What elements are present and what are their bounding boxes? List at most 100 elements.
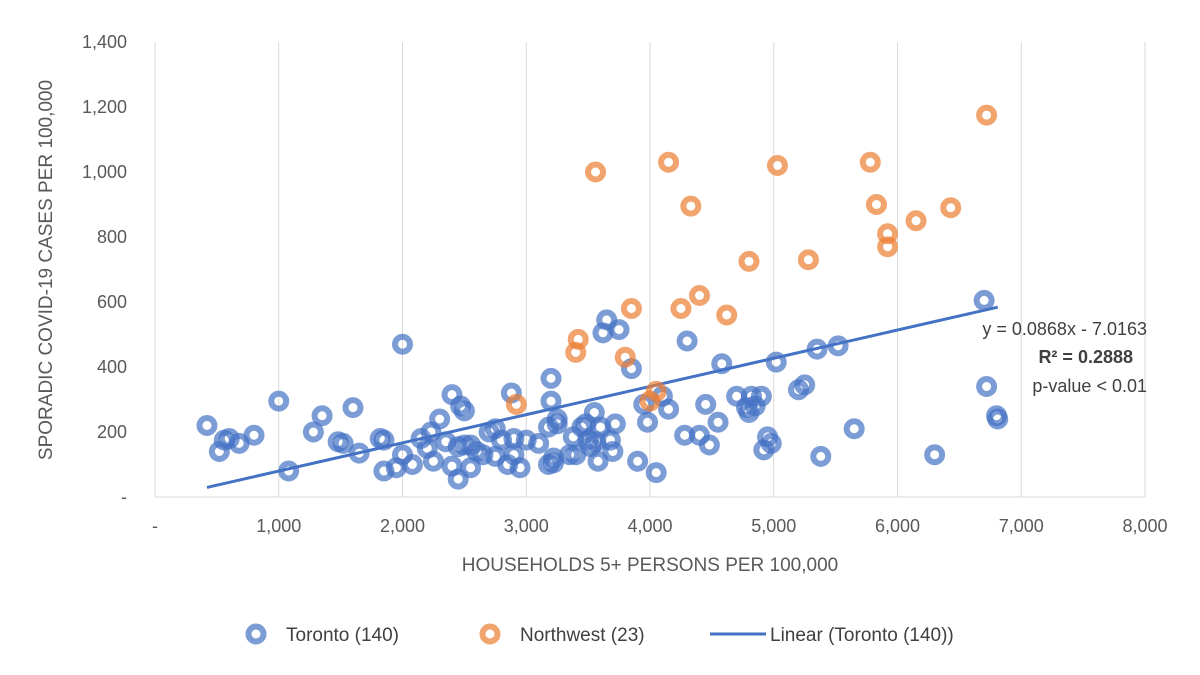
data-point bbox=[608, 319, 630, 341]
data-point bbox=[766, 155, 788, 176]
data-point bbox=[865, 194, 887, 215]
data-point bbox=[645, 380, 667, 402]
x-tick-label: 7,000 bbox=[999, 516, 1044, 536]
data-point bbox=[680, 195, 702, 217]
data-point bbox=[401, 454, 423, 475]
data-point bbox=[976, 104, 998, 126]
data-point bbox=[342, 397, 364, 419]
data-point bbox=[565, 444, 587, 466]
data-point bbox=[976, 376, 998, 397]
y-tick-labels: - 200 400 600 800 1,000 1,200 1,400 bbox=[82, 32, 127, 507]
data-point bbox=[750, 385, 772, 407]
data-point bbox=[540, 390, 562, 412]
data-point bbox=[645, 462, 667, 484]
y-tick-label: 600 bbox=[97, 292, 127, 312]
data-point bbox=[268, 390, 290, 412]
data-point bbox=[587, 450, 609, 472]
x-tick-label: 6,000 bbox=[875, 516, 920, 536]
data-point bbox=[711, 353, 733, 375]
data-point bbox=[627, 450, 649, 472]
data-point bbox=[806, 338, 828, 360]
trendline-annotation: y = 0.0868x - 7.0163 R² = 0.2888 p-value… bbox=[982, 319, 1147, 396]
data-point bbox=[585, 161, 607, 183]
trendline-layer bbox=[206, 305, 999, 489]
data-point bbox=[637, 411, 659, 433]
data-point bbox=[453, 400, 475, 422]
x-tick-label: 8,000 bbox=[1122, 516, 1167, 536]
x-tick-labels: - 1,000 2,000 3,000 4,000 5,000 6,000 7,000 8,00… bbox=[152, 516, 1168, 536]
data-point bbox=[348, 442, 370, 464]
series-toronto bbox=[196, 289, 1009, 490]
data-point bbox=[332, 432, 354, 454]
data-point bbox=[620, 298, 642, 319]
trendline bbox=[206, 305, 999, 489]
legend-label-northwest: Northwest (23) bbox=[520, 625, 645, 646]
data-point bbox=[760, 432, 782, 454]
x-tick-label: 1,000 bbox=[256, 516, 301, 536]
y-tick-label: 400 bbox=[97, 357, 127, 377]
data-point bbox=[460, 457, 482, 479]
data-point bbox=[596, 309, 618, 331]
data-point bbox=[540, 367, 562, 389]
data-point bbox=[604, 413, 626, 435]
x-tick-label: 5,000 bbox=[751, 516, 796, 536]
trendline-r-squared: R² = 0.2888 bbox=[1038, 347, 1133, 367]
legend-label-linear: Linear (Toronto (140)) bbox=[770, 625, 954, 646]
data-point bbox=[602, 441, 624, 462]
data-point bbox=[429, 408, 451, 430]
x-tick-label: 4,000 bbox=[627, 516, 672, 536]
data-point bbox=[243, 424, 265, 446]
y-tick-label: - bbox=[121, 487, 127, 507]
data-point bbox=[689, 285, 710, 306]
legend-item-toronto: Toronto (140) bbox=[245, 623, 399, 646]
data-point bbox=[658, 398, 680, 420]
data-point bbox=[797, 249, 819, 271]
legend-label-toronto: Toronto (140) bbox=[286, 625, 399, 646]
data-point bbox=[447, 468, 469, 490]
data-point bbox=[794, 374, 816, 396]
legend-marker-toronto bbox=[245, 623, 267, 645]
data-point bbox=[973, 289, 995, 311]
data-point bbox=[392, 333, 413, 355]
data-point bbox=[987, 408, 1009, 430]
y-tick-label: 800 bbox=[97, 227, 127, 247]
x-tick-label: 3,000 bbox=[504, 516, 549, 536]
data-point bbox=[765, 351, 787, 373]
data-point bbox=[707, 411, 729, 433]
data-point bbox=[509, 457, 531, 479]
grid-lines bbox=[278, 42, 1146, 497]
data-point bbox=[542, 452, 564, 474]
data-point bbox=[422, 450, 444, 472]
data-point bbox=[278, 460, 300, 482]
data-point bbox=[859, 151, 881, 173]
y-axis-title: SPORADIC COVID-19 CASES PER 100,000 bbox=[36, 80, 57, 460]
legend-marker-northwest bbox=[479, 623, 501, 645]
trendline-p-value: p-value < 0.01 bbox=[1032, 376, 1147, 396]
x-tick-label: - bbox=[152, 516, 158, 536]
axes bbox=[154, 42, 1145, 498]
data-point bbox=[924, 444, 946, 466]
data-point bbox=[716, 304, 738, 326]
data-point bbox=[228, 432, 250, 454]
y-tick-label: 200 bbox=[97, 422, 127, 442]
y-tick-label: 1,000 bbox=[82, 162, 127, 182]
data-point bbox=[843, 418, 865, 440]
data-point bbox=[614, 346, 636, 368]
data-point bbox=[546, 413, 568, 435]
data-point bbox=[505, 393, 527, 415]
trendline-equation: y = 0.0868x - 7.0163 bbox=[982, 319, 1147, 339]
data-point bbox=[302, 421, 324, 443]
data-point bbox=[810, 445, 832, 467]
data-point bbox=[658, 151, 680, 173]
legend: Toronto (140) Northwest (23) Linear (Tor… bbox=[245, 623, 954, 646]
data-point bbox=[676, 330, 698, 352]
y-tick-label: 1,400 bbox=[82, 32, 127, 52]
data-point bbox=[670, 298, 692, 319]
legend-item-linear: Linear (Toronto (140)) bbox=[710, 625, 954, 646]
data-point bbox=[373, 429, 395, 451]
data-point bbox=[827, 335, 849, 357]
x-tick-label: 2,000 bbox=[380, 516, 425, 536]
data-point bbox=[528, 432, 550, 454]
data-point bbox=[698, 434, 720, 456]
